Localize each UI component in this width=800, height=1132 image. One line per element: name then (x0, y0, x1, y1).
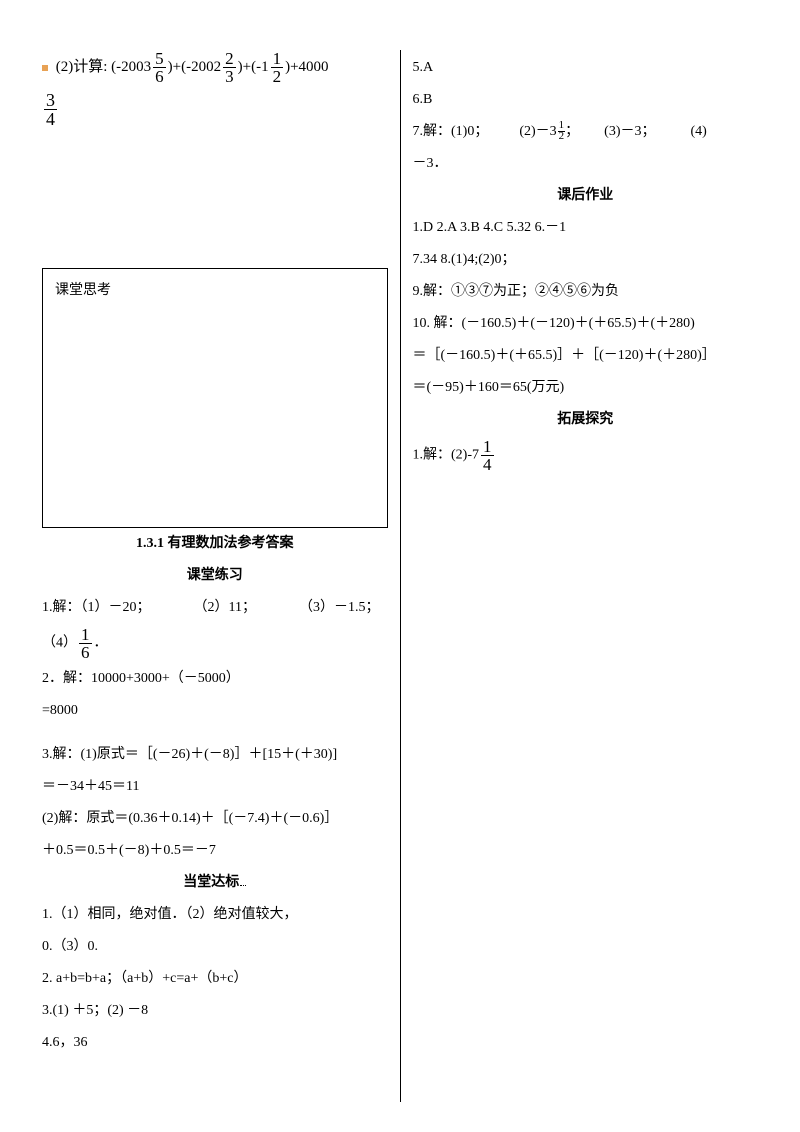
fraction-2-3: 23 (223, 50, 236, 85)
thinking-label: 课堂思考 (55, 283, 111, 298)
thinking-box: 课堂思考 (42, 268, 388, 528)
fraction-1-6: 16 (79, 626, 92, 661)
d-1: 1.（1）相同，绝对值．（2）绝对值较大， (42, 901, 388, 929)
fraction-1-4: 14 (481, 438, 494, 473)
answer-3: 3.解：(1)原式＝［(－26)＋(－8)］＋[15＋(＋30)] (42, 741, 388, 769)
a5: 5.A (413, 54, 759, 82)
e1-pre: 1.解：(2)-7 (413, 448, 480, 463)
section-extension: 拓展探究 (413, 406, 759, 434)
h1: 1.D 2.A 3.B 4.C 5.32 6.－1 (413, 214, 759, 242)
answer-1d: （4）16． (42, 626, 388, 661)
answer-3b: ＝－34＋45＝11 (42, 773, 388, 801)
a1-3: （3）－1.5； (299, 600, 380, 615)
a1-4-pre: （4） (42, 636, 77, 651)
inclass-label: 当堂达标 (183, 875, 239, 890)
a7-4: (4) (690, 124, 706, 139)
expr-d: )+4000 (285, 59, 328, 75)
a1-4-post: ． (94, 636, 108, 651)
d-3: 3.(1) ＋5；(2) －8 (42, 997, 388, 1025)
a1-2: （2）11； (194, 600, 256, 615)
d-1b: 0.（3）0. (42, 933, 388, 961)
h4c: ＝(－95)＋160＝65(万元) (413, 374, 759, 402)
expr-c: )+(-1 (238, 59, 269, 75)
d-2: 2. a+b=b+a；（a+b）+c=a+（b+c） (42, 965, 388, 993)
expr-b: )+(-2002 (168, 59, 221, 75)
right-column: 5.A 6.B 7.解：(1)0； (2)－312； (3)－3； (4) －3… (401, 50, 771, 1102)
e1: 1.解：(2)-714 (413, 438, 759, 473)
accent-dot (42, 65, 48, 71)
answer-3c: (2)解：原式＝(0.36＋0.14)＋［(－7.4)＋(－0.6)］ (42, 805, 388, 833)
question-expression: (2)计算: (-200356)+(-200223)+(-112)+4000 (42, 50, 388, 85)
fraction-1-2-sup: 12 (558, 121, 566, 142)
underline-dot (240, 885, 246, 886)
h3: 9.解：①③⑦为正；②④⑤⑥为负 (413, 278, 759, 306)
a7-2-post: ； (565, 124, 579, 139)
answer-3d: ＋0.5＝0.5＋(－8)＋0.5＝－7 (42, 837, 388, 865)
d-4: 4.6，36 (42, 1029, 388, 1057)
a7: 7.解：(1)0； (2)－312； (3)－3； (4) (413, 118, 759, 146)
answer-2b: =8000 (42, 697, 388, 725)
a7-3: (3)－3； (604, 124, 655, 139)
section-homework: 课后作业 (413, 182, 759, 210)
section-inclass: 当堂达标 (42, 869, 388, 897)
h4b: ＝［(－160.5)＋(＋65.5)］＋［(－120)＋(＋280)］ (413, 342, 759, 370)
answer-1: 1.解：（1）－20； （2）11； （3）－1.5； (42, 594, 388, 622)
fraction-5-6: 56 (153, 50, 166, 85)
fraction-1-2: 12 (271, 50, 284, 85)
answer-title: 1.3.1 有理数加法参考答案 (42, 530, 388, 558)
a7b: －3． (413, 150, 759, 178)
fraction-3-4: 34 (44, 91, 57, 128)
h2: 7.34 8.(1)4;(2)0； (413, 246, 759, 274)
a7-2-pre: (2)－3 (519, 124, 556, 139)
h4: 10. 解：(－160.5)＋(－120)＋(＋65.5)＋(＋280) (413, 310, 759, 338)
left-column: (2)计算: (-200356)+(-200223)+(-112)+4000 3… (30, 50, 401, 1102)
a1-1: 1.解：（1）－20； (42, 600, 151, 615)
answer-2: 2．解：10000+3000+（－5000） (42, 665, 388, 693)
a7-1: 7.解：(1)0； (413, 124, 489, 139)
a6: 6.B (413, 86, 759, 114)
expr-a: (-2003 (111, 59, 151, 75)
q2-label: (2)计算: (56, 59, 108, 75)
section-classwork: 课堂练习 (42, 562, 388, 590)
